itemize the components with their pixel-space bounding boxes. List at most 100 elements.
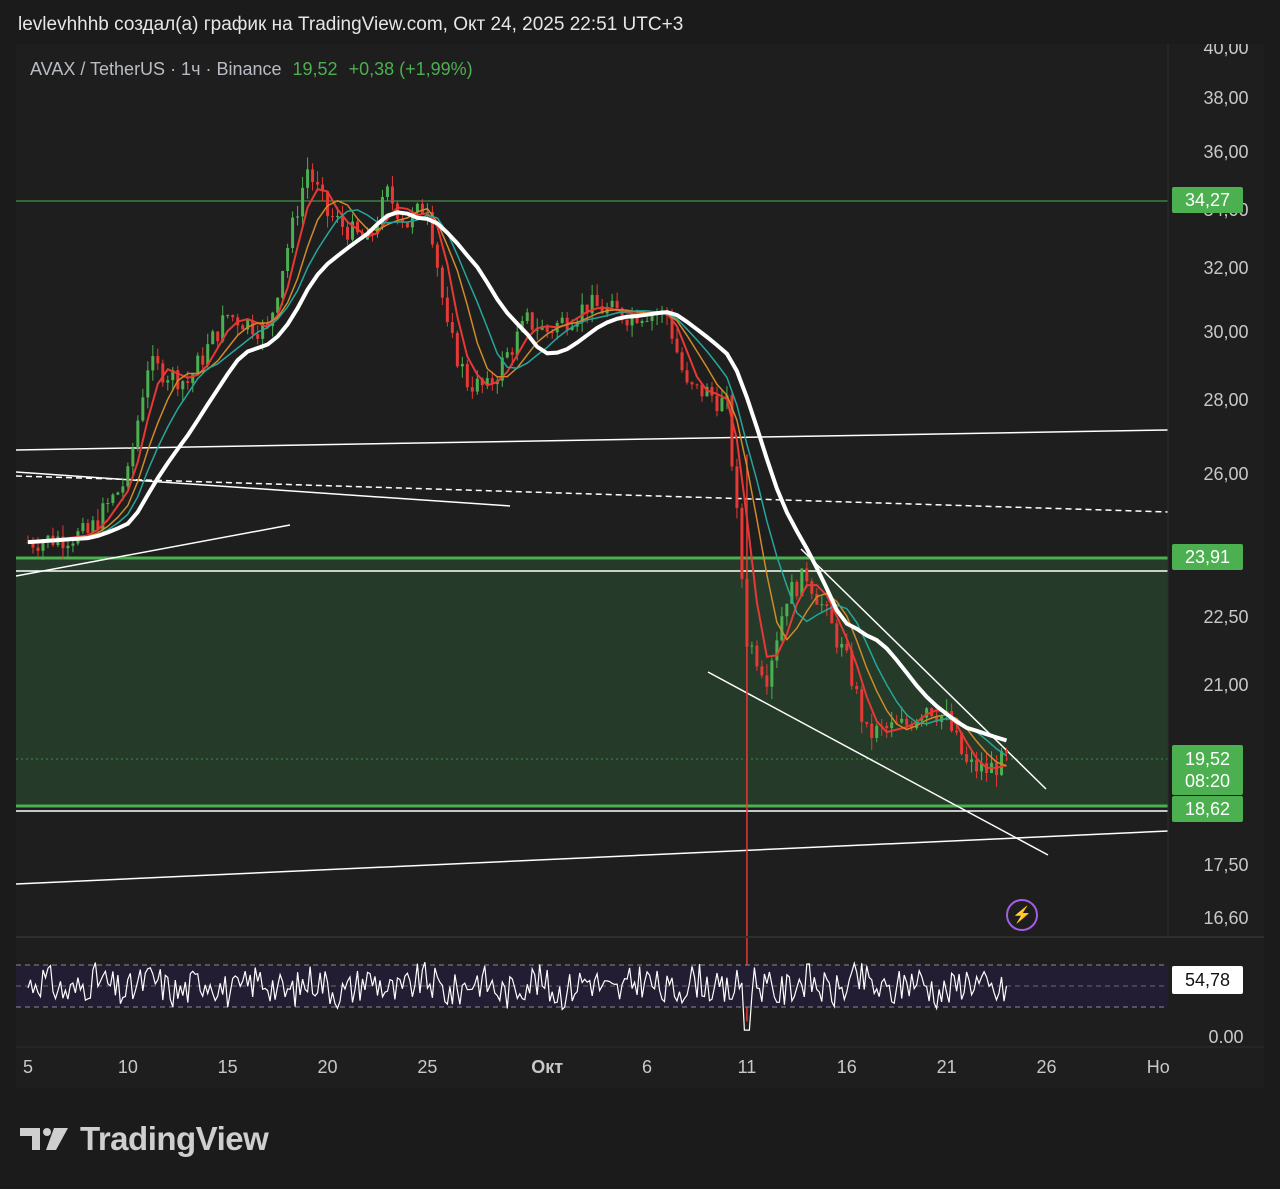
candle [720, 397, 724, 412]
candle [480, 378, 484, 386]
candle [690, 382, 694, 385]
candle [875, 725, 879, 738]
ema-fast-line [27, 187, 1007, 769]
time-tick-label: Окт [531, 1057, 563, 1077]
candle [615, 300, 619, 309]
candle [850, 650, 854, 687]
chart-frame[interactable]: 40,0038,0036,0034,0032,0030,0028,0026,00… [16, 44, 1264, 1088]
candle [211, 331, 215, 345]
candle [645, 320, 649, 322]
candle [885, 725, 889, 729]
candle [1005, 751, 1009, 754]
price-label-current: 19,52 08:20 [1172, 745, 1243, 795]
flash-icon[interactable]: ⚡ [1006, 899, 1038, 931]
candle [950, 711, 954, 731]
time-tick-label: 16 [837, 1057, 857, 1077]
candle [530, 312, 534, 330]
candle [670, 315, 674, 339]
candle [960, 732, 964, 755]
candle [141, 397, 145, 421]
candle [440, 267, 444, 298]
candle [286, 248, 290, 272]
candle [186, 381, 190, 384]
candle [685, 370, 689, 383]
candle [415, 203, 419, 213]
candle [795, 581, 799, 597]
candle [855, 686, 859, 690]
candle [550, 331, 554, 333]
candle [31, 542, 35, 548]
candle [835, 623, 839, 648]
countdown-text: 08:20 [1184, 771, 1231, 791]
candle [905, 718, 909, 726]
candle [61, 536, 65, 549]
chart-svg[interactable]: 40,0038,0036,0034,0032,0030,0028,0026,00… [16, 44, 1264, 1088]
candle [385, 186, 389, 197]
candle [351, 221, 355, 240]
candle [570, 326, 574, 330]
candle [111, 494, 115, 504]
candle [116, 492, 120, 495]
chart-header: levlevhhhb создал(а) график на TradingVi… [18, 14, 684, 35]
price-tick-label: 16,60 [1203, 908, 1248, 928]
candle [231, 315, 235, 318]
candle [510, 352, 514, 355]
price-tick-label: 32,00 [1203, 258, 1248, 278]
legend-price: 19,52 [292, 59, 338, 79]
candle [41, 542, 45, 551]
ma-long-line [27, 210, 1008, 743]
candle [860, 689, 864, 722]
legend-change: +0,38 (+1,99%) [348, 59, 473, 79]
candle [525, 312, 529, 322]
candle [126, 466, 130, 487]
candle [975, 759, 979, 772]
price-tick-label: 21,00 [1203, 675, 1248, 695]
candle [101, 503, 105, 530]
candle [66, 545, 70, 549]
legend-symbol: AVAX / TetherUS · 1ч · Binance [30, 59, 282, 79]
price-tick-label: 28,00 [1203, 390, 1248, 410]
candle [161, 363, 165, 383]
candle [251, 320, 255, 335]
candle [291, 217, 295, 249]
candle [830, 606, 834, 624]
candle [730, 395, 734, 467]
candle [271, 312, 275, 327]
candle [191, 374, 195, 384]
upper-horizontal-trendline [16, 429, 1169, 451]
candle [96, 520, 100, 530]
candle [331, 216, 335, 218]
candle [256, 334, 260, 339]
candle [700, 384, 704, 397]
candle [241, 325, 245, 330]
candle [136, 420, 140, 449]
candle [995, 762, 999, 776]
candle [86, 523, 90, 533]
candle [181, 381, 185, 390]
candle [226, 315, 230, 317]
candle [715, 395, 719, 412]
time-tick-label: 20 [318, 1057, 338, 1077]
candle [81, 523, 85, 532]
price-tick-label: 26,00 [1203, 464, 1248, 484]
candle [925, 708, 929, 718]
candle [26, 542, 30, 544]
candle [630, 313, 634, 326]
candle [895, 722, 899, 724]
candle [735, 466, 739, 508]
candle [156, 356, 160, 364]
candle [815, 593, 819, 605]
candle [595, 294, 599, 307]
candle [420, 203, 424, 215]
candle [870, 723, 874, 738]
candle [755, 645, 759, 667]
candle [346, 226, 350, 240]
time-tick-label: 11 [738, 1057, 757, 1077]
rising-trendline [16, 524, 291, 577]
candle [785, 603, 789, 617]
candle [800, 568, 804, 597]
candle [600, 306, 604, 314]
candle [770, 660, 774, 687]
candle [445, 297, 449, 323]
candle [935, 716, 939, 722]
